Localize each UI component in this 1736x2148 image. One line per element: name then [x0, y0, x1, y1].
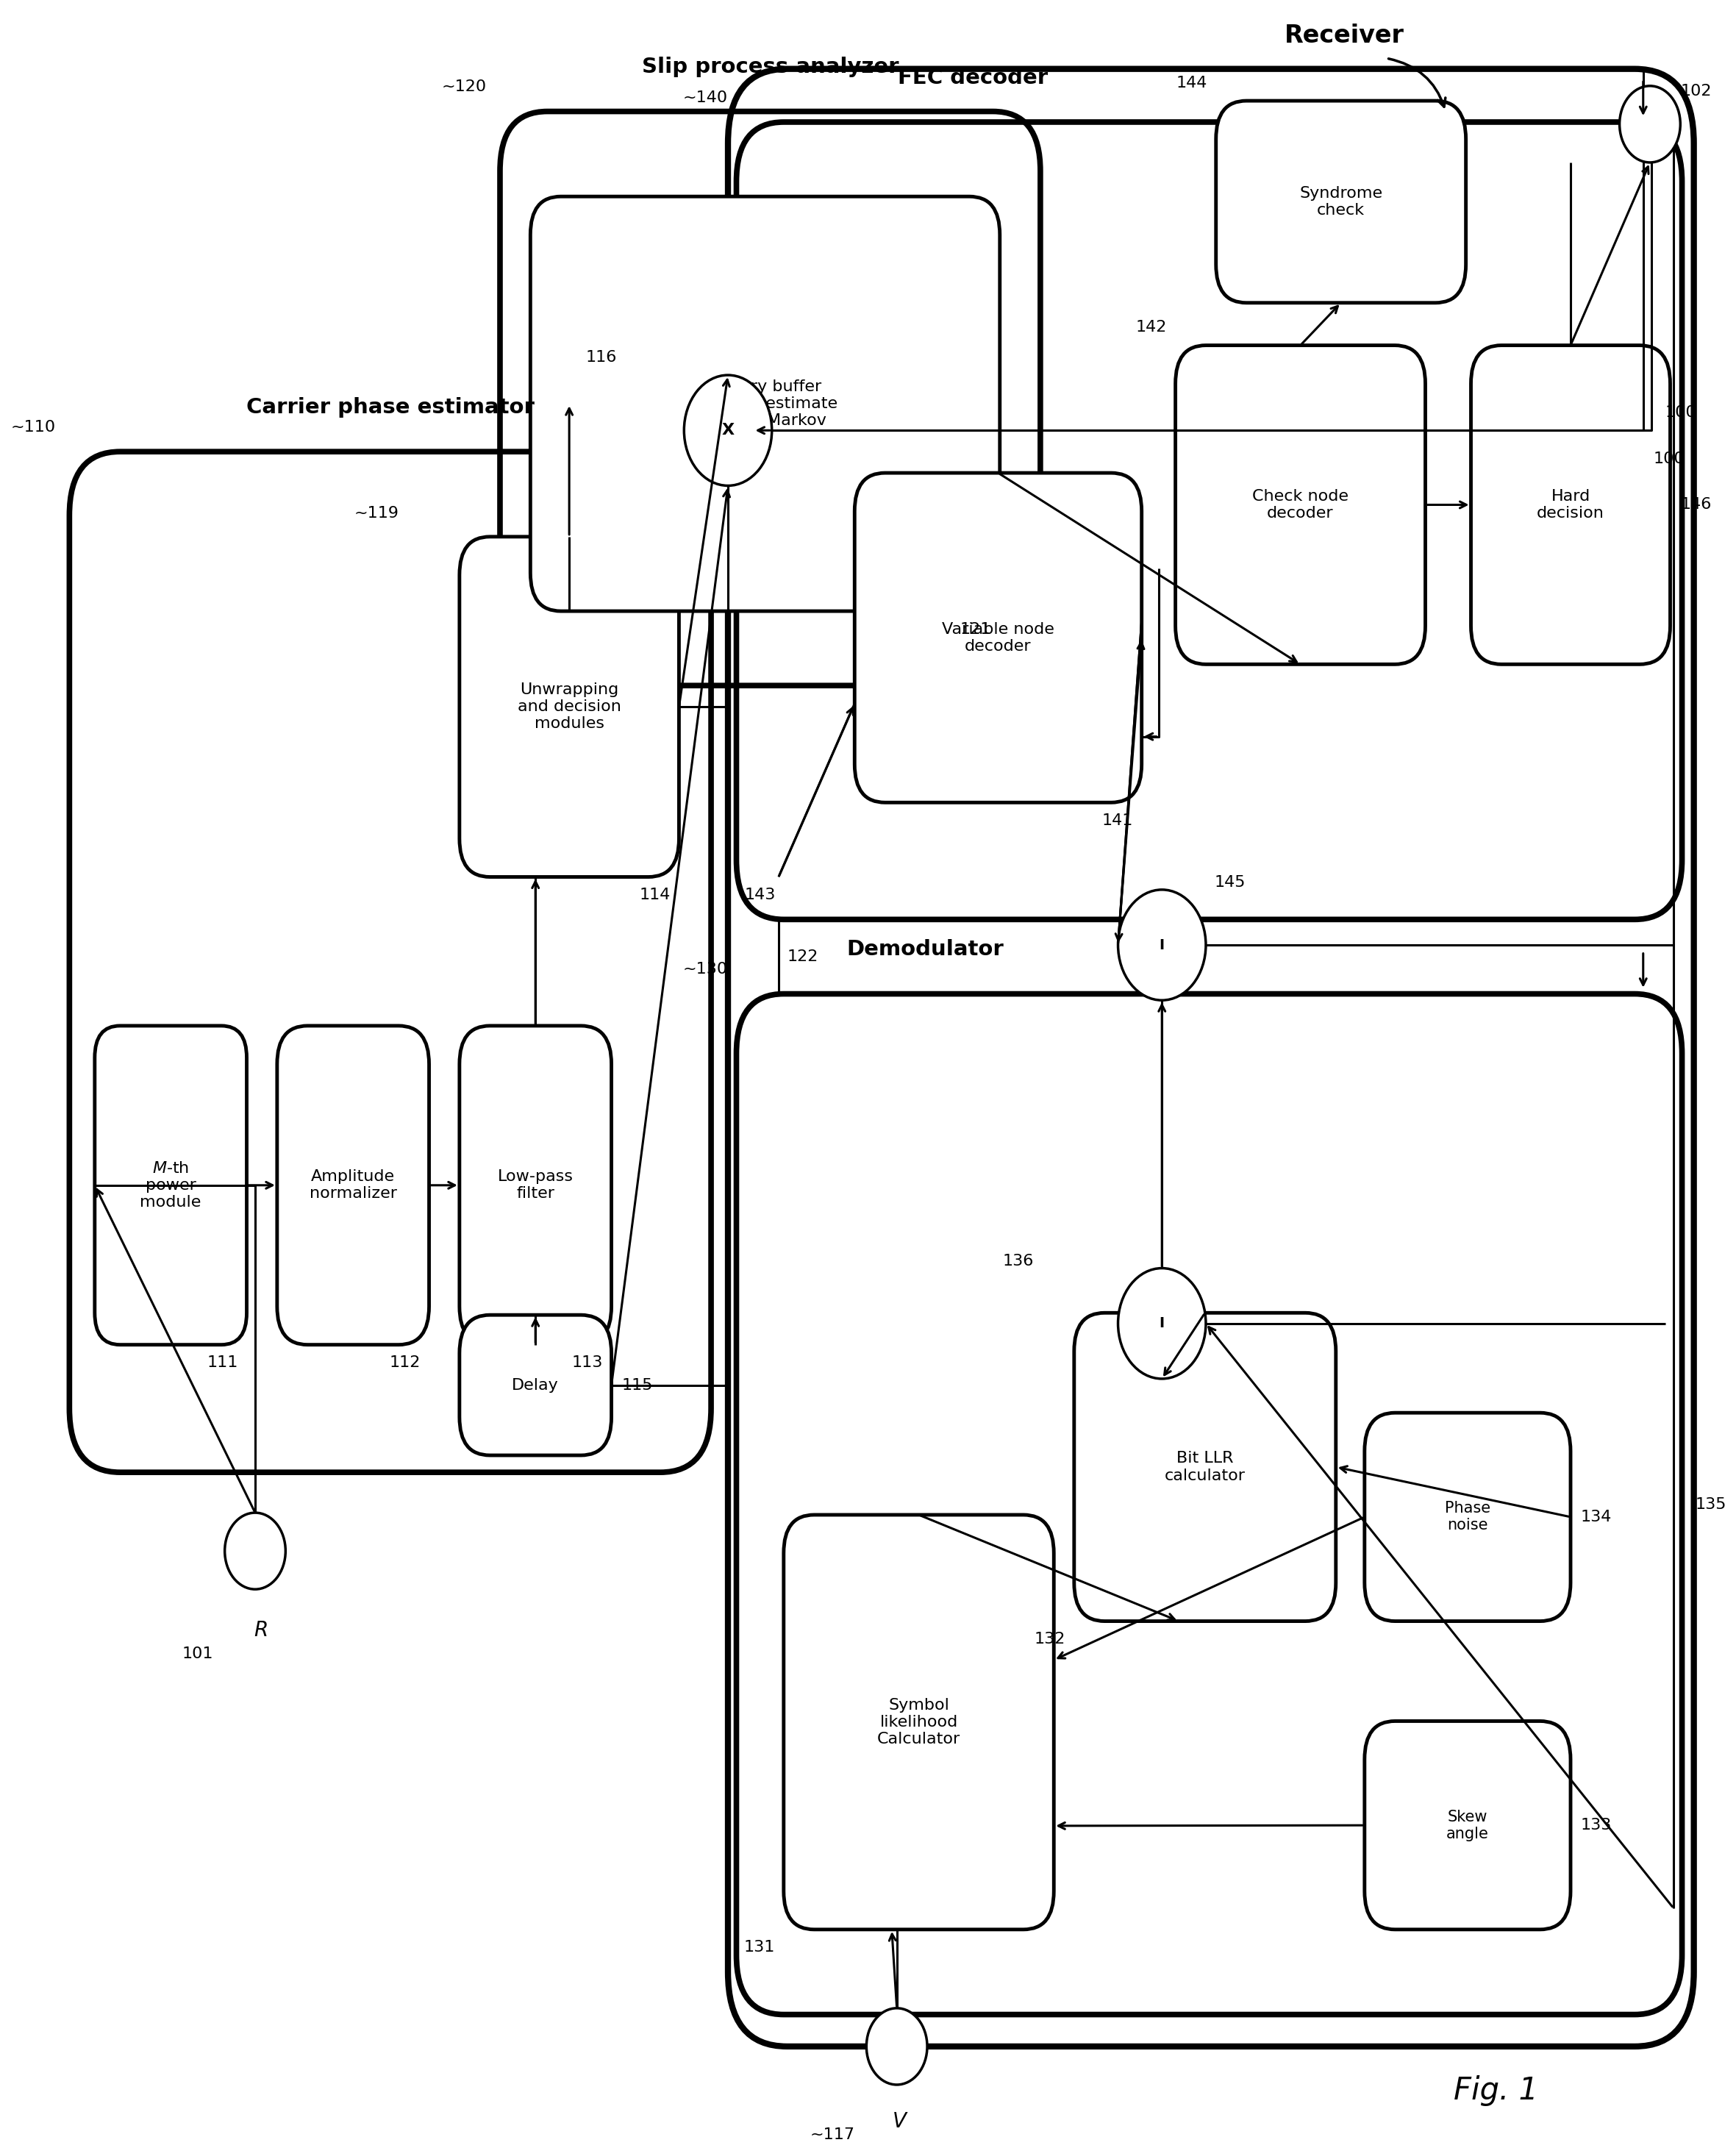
Circle shape: [224, 1512, 285, 1590]
Text: 121: 121: [960, 621, 991, 636]
Text: 145: 145: [1213, 874, 1245, 889]
Text: X: X: [722, 423, 734, 438]
Text: Syndrome
check: Syndrome check: [1299, 187, 1382, 217]
FancyBboxPatch shape: [531, 195, 1000, 612]
FancyBboxPatch shape: [783, 1514, 1054, 1929]
FancyBboxPatch shape: [460, 1027, 611, 1345]
Text: 113: 113: [571, 1355, 602, 1370]
Text: History buffer
Slip rate estimate
Hidden Markov: History buffer Slip rate estimate Hidden…: [693, 380, 838, 427]
FancyBboxPatch shape: [1364, 1413, 1571, 1622]
Text: 102: 102: [1680, 84, 1712, 99]
Text: ~130: ~130: [682, 962, 727, 977]
Text: 141: 141: [1102, 814, 1134, 827]
Text: ~120: ~120: [441, 79, 486, 95]
Text: Unwrapping
and decision
modules: Unwrapping and decision modules: [517, 683, 621, 730]
Text: $V$: $V$: [892, 2111, 908, 2131]
FancyBboxPatch shape: [460, 537, 679, 876]
FancyBboxPatch shape: [95, 1027, 247, 1345]
Text: 114: 114: [639, 887, 670, 902]
Text: 101: 101: [182, 1648, 214, 1660]
Text: Delay: Delay: [512, 1377, 559, 1392]
Text: 146: 146: [1680, 498, 1712, 511]
Text: Slip process analyzer: Slip process analyzer: [642, 56, 899, 77]
Circle shape: [684, 376, 773, 485]
Text: Carrier phase estimator: Carrier phase estimator: [247, 397, 535, 417]
Text: Check node
decoder: Check node decoder: [1252, 490, 1349, 520]
FancyBboxPatch shape: [278, 1027, 429, 1345]
FancyBboxPatch shape: [1075, 1312, 1335, 1622]
Text: 135: 135: [1696, 1497, 1727, 1512]
Text: 100: 100: [1653, 451, 1684, 466]
Text: 122: 122: [786, 949, 818, 964]
Text: I: I: [1160, 1317, 1165, 1330]
Text: 142: 142: [1135, 320, 1167, 335]
FancyBboxPatch shape: [1470, 346, 1670, 664]
Text: 144: 144: [1177, 75, 1208, 90]
Text: 133: 133: [1581, 1817, 1611, 1832]
Text: 134: 134: [1581, 1510, 1611, 1525]
Text: 115: 115: [621, 1377, 653, 1392]
Text: Receiver: Receiver: [1285, 24, 1404, 47]
Text: Phase
noise: Phase noise: [1444, 1501, 1491, 1534]
Text: $M$-th
power
module: $M$-th power module: [141, 1160, 201, 1209]
Text: Low-pass
filter: Low-pass filter: [498, 1169, 573, 1201]
FancyBboxPatch shape: [1175, 346, 1425, 664]
Text: Skew
angle: Skew angle: [1446, 1809, 1489, 1841]
Text: 116: 116: [585, 350, 616, 365]
Circle shape: [866, 2008, 927, 2086]
Text: 132: 132: [1035, 1632, 1066, 1648]
Text: FEC decoder: FEC decoder: [898, 67, 1049, 88]
Text: Amplitude
normalizer: Amplitude normalizer: [309, 1169, 398, 1201]
Text: Variable node
decoder: Variable node decoder: [943, 621, 1054, 653]
Text: 136: 136: [1002, 1254, 1033, 1267]
Text: 100: 100: [1665, 406, 1696, 419]
Text: Hard
decision: Hard decision: [1536, 490, 1604, 520]
Circle shape: [1620, 86, 1680, 163]
Text: 111: 111: [207, 1355, 238, 1370]
Text: 143: 143: [745, 887, 776, 902]
Circle shape: [1118, 1267, 1207, 1379]
Text: ~119: ~119: [354, 507, 399, 520]
FancyBboxPatch shape: [1364, 1721, 1571, 1929]
Text: Bit LLR
calculator: Bit LLR calculator: [1165, 1452, 1245, 1482]
Text: Symbol
likelihood
Calculator: Symbol likelihood Calculator: [877, 1697, 960, 1746]
Text: I: I: [1160, 939, 1165, 952]
FancyBboxPatch shape: [854, 473, 1142, 803]
Text: ~140: ~140: [682, 90, 727, 105]
Text: $R$: $R$: [253, 1620, 267, 1641]
FancyBboxPatch shape: [1215, 101, 1465, 303]
Text: ~117: ~117: [809, 2127, 854, 2142]
Text: 112: 112: [389, 1355, 420, 1370]
Text: Fig. 1: Fig. 1: [1455, 2075, 1538, 2105]
Text: ~110: ~110: [10, 419, 56, 434]
Text: 131: 131: [745, 1940, 776, 1955]
Text: Demodulator: Demodulator: [847, 939, 1003, 960]
FancyBboxPatch shape: [460, 1315, 611, 1456]
Circle shape: [1118, 889, 1207, 1001]
